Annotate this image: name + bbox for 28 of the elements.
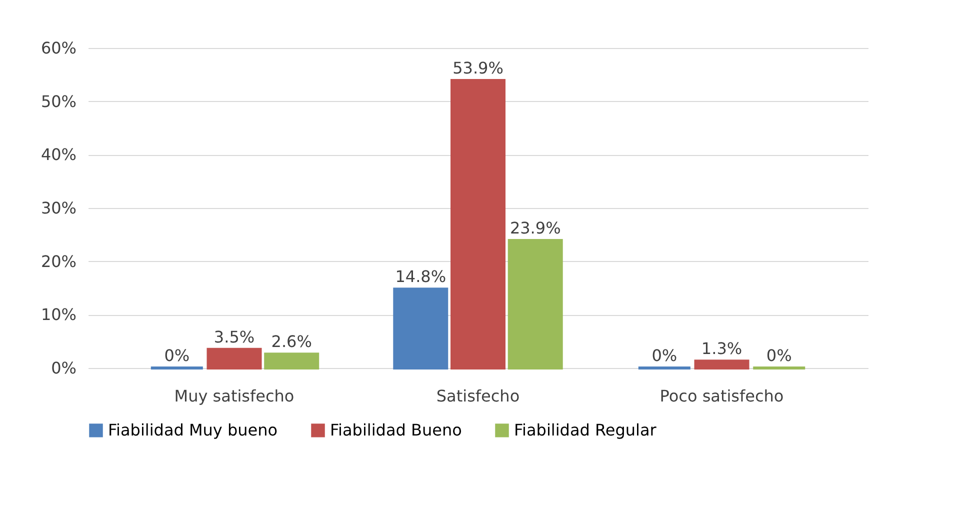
legend-label: Fiabilidad Regular (514, 420, 657, 440)
data-label: 0% (164, 346, 190, 365)
data-label: 2.6% (271, 332, 312, 352)
bar (508, 239, 563, 370)
x-tick-label: Satisfecho (436, 386, 520, 406)
data-label: 23.9% (510, 218, 561, 238)
data-label: 0% (766, 346, 792, 365)
y-tick-label: 10% (40, 305, 76, 324)
y-tick-label: 40% (40, 145, 76, 164)
bar (694, 360, 750, 370)
bar (264, 352, 320, 370)
y-tick-label: 60% (40, 38, 76, 58)
x-tick-label: Muy satisfecho (174, 386, 294, 406)
data-label: 0% (652, 346, 678, 365)
data-label: 3.5% (214, 327, 255, 346)
x-tick-label: Poco satisfecho (660, 386, 784, 406)
bar (206, 348, 262, 370)
y-tick-label: 30% (40, 198, 76, 218)
data-label: 14.8% (395, 267, 446, 286)
data-label: 1.3% (701, 339, 742, 358)
legend-label: Fiabilidad Muy bueno (108, 420, 278, 440)
legend-label: Fiabilidad Bueno (330, 420, 462, 440)
bar (393, 288, 448, 370)
data-label: 53.9% (452, 58, 504, 78)
y-tick-label: 0% (51, 358, 76, 378)
y-tick-label: 50% (40, 92, 76, 111)
y-tick-label: 20% (40, 252, 76, 271)
bar (450, 79, 506, 370)
